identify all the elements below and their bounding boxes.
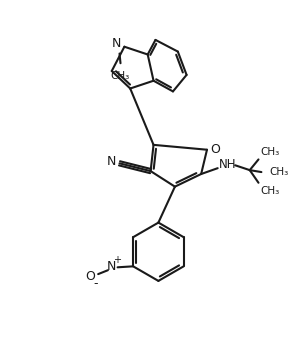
Text: -: -: [93, 277, 98, 290]
Text: CH₃: CH₃: [269, 167, 288, 177]
Text: O: O: [210, 143, 220, 156]
Text: CH₃: CH₃: [261, 147, 280, 157]
Text: N: N: [107, 155, 116, 168]
Text: O: O: [86, 269, 95, 283]
Text: N: N: [107, 260, 116, 273]
Text: CH₃: CH₃: [261, 186, 280, 195]
Text: CH₃: CH₃: [111, 71, 130, 81]
Text: N: N: [112, 37, 121, 50]
Text: +: +: [113, 254, 121, 265]
Text: NH: NH: [219, 158, 236, 171]
